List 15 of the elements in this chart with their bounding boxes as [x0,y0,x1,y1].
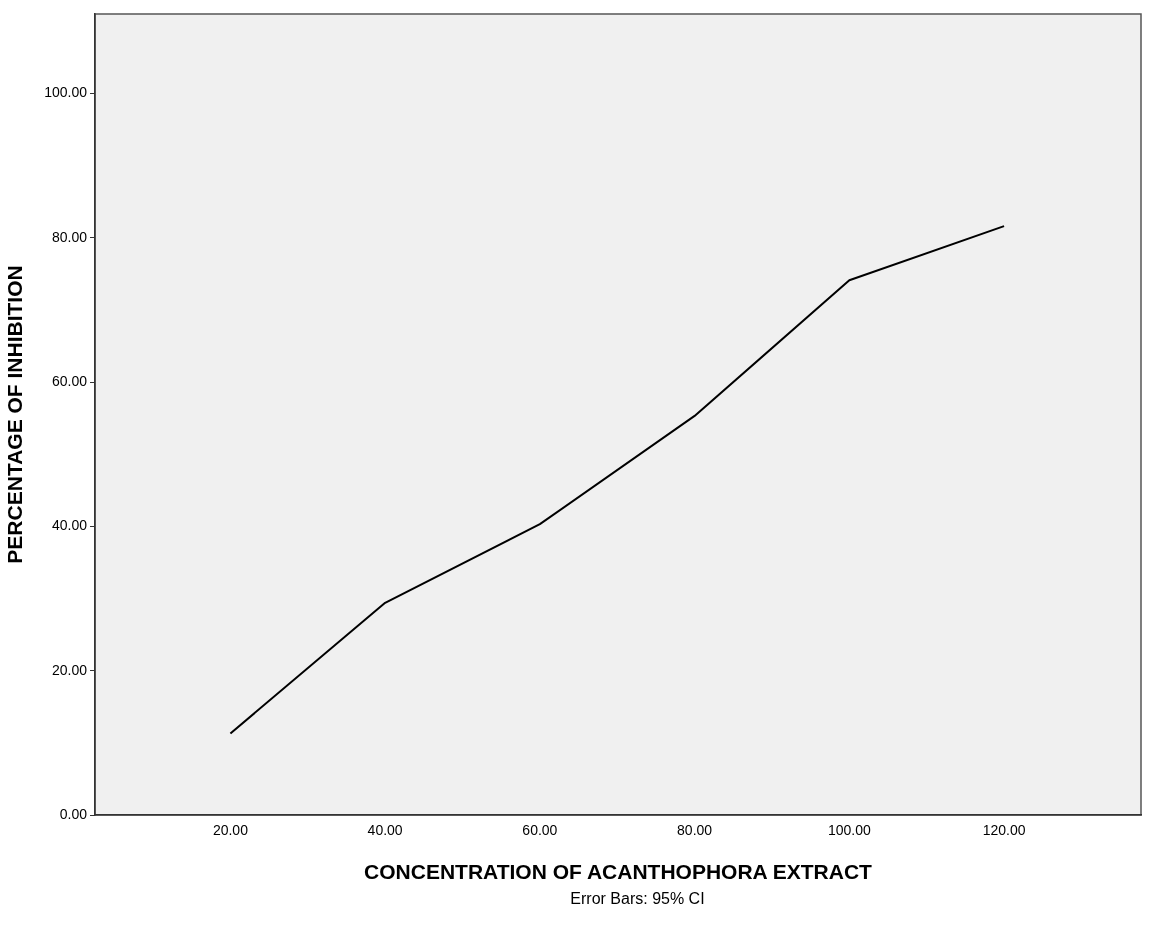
x-tick-label: 60.00 [522,822,558,839]
y-tick-label: 0.00 [59,805,88,822]
x-tick-label: 20.00 [212,822,249,839]
y-tick-label: 80.00 [51,228,88,245]
y-tick-label: 60.00 [51,372,88,389]
x-axis-title: CONCENTRATION OF ACANTHOPHORA EXTRACT [364,860,873,884]
x-tick-label: 80.00 [677,822,713,839]
x-tick-label: 100.00 [827,822,871,839]
x-tick-label: 120.00 [982,822,1026,839]
text: Error Bars: 95% CI [569,890,706,908]
y-tick-label: 20.00 [51,661,88,678]
x-tick-label: 40.00 [367,822,403,839]
y-axis-title: PERCENTAGE OF INHIBITION [3,265,27,564]
y-tick-label: 40.00 [51,517,88,534]
y-tick-label: 100.00 [44,84,88,101]
